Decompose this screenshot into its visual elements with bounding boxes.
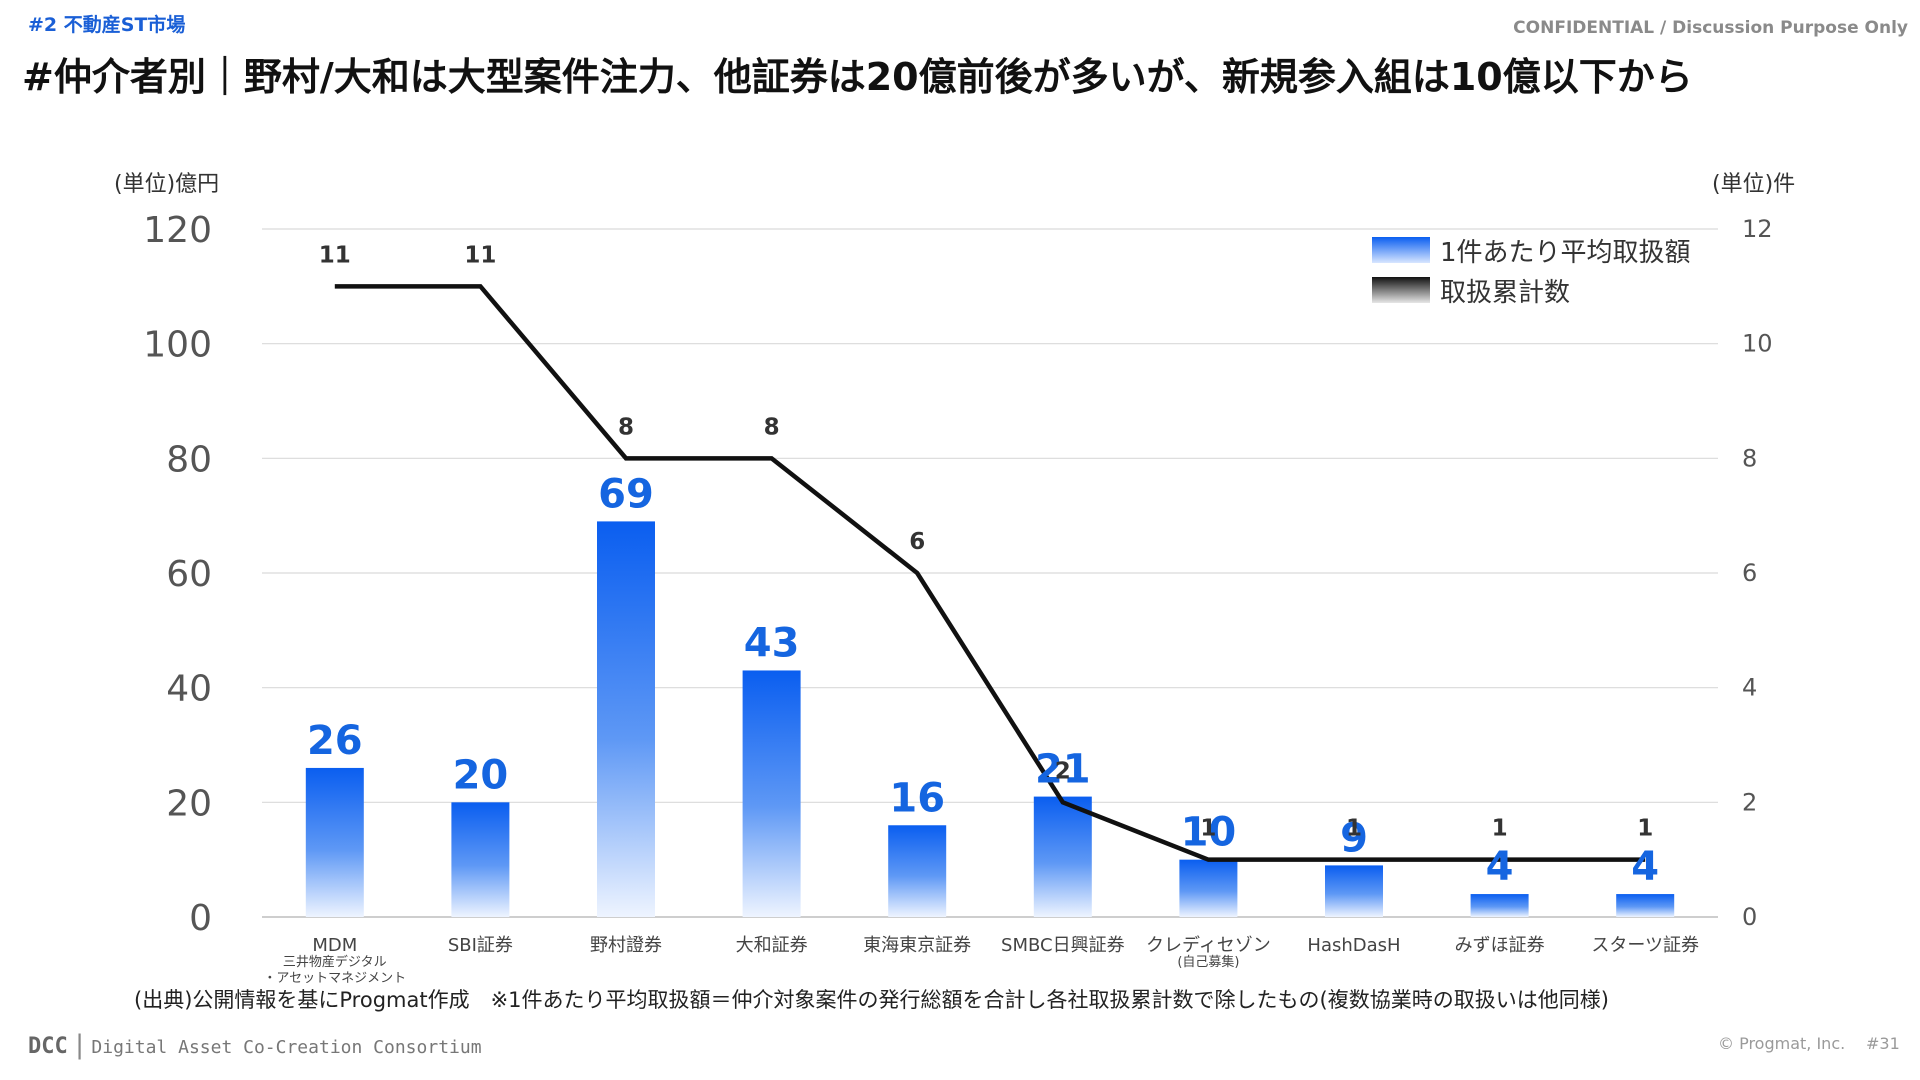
bar	[305, 767, 364, 917]
bar-value-label: 16	[889, 775, 945, 821]
y-left-tick-label: 120	[143, 210, 212, 251]
bar	[1616, 894, 1675, 917]
bar-value-label: 9	[1340, 815, 1368, 861]
y-left-tick-label: 20	[166, 783, 212, 824]
bar	[597, 521, 655, 917]
y-right-tick-label: 10	[1742, 330, 1773, 358]
section-tag: #2 不動産ST市場	[28, 14, 186, 36]
line-value-label: 8	[764, 414, 780, 440]
bar-value-label: 69	[598, 471, 654, 517]
line-value-label: 8	[618, 414, 634, 440]
x-category-label: SMBC日興証券	[1001, 935, 1125, 956]
page-title: #仲介者別｜野村/大和は大型案件注力、他証券は20億前後が多いが、新規参入組は1…	[22, 55, 1693, 99]
line-value-label: 6	[909, 529, 925, 555]
bar	[888, 825, 947, 917]
line-value-label: 11	[464, 242, 496, 268]
y-right-tick-label: 2	[1742, 788, 1757, 816]
chart-legend: 1件あたり平均取扱額 取扱累計数	[1372, 230, 1691, 310]
consortium-name: Digital Asset Co-Creation Consortium	[91, 1037, 482, 1058]
bar-value-label: 43	[744, 620, 800, 666]
legend-item-bar: 1件あたり平均取扱額	[1372, 230, 1691, 270]
line-value-label: 1	[1492, 816, 1508, 842]
legend-label-line: 取扱累計数	[1440, 277, 1571, 308]
x-category-label: SBI証券	[448, 935, 513, 956]
x-category-label: HashDasH	[1307, 935, 1400, 956]
x-category-sublabel: ・アセットマネジメント	[263, 971, 406, 986]
line-value-label: 1	[1637, 816, 1653, 842]
line-value-label: 11	[319, 242, 351, 268]
x-category-label: 東海東京証券	[863, 935, 971, 956]
x-category-label: クレディセゾン	[1146, 935, 1271, 956]
y-left-tick-label: 40	[166, 669, 212, 710]
bar-value-label: 10	[1181, 810, 1237, 856]
bar-value-label: 21	[1035, 747, 1091, 793]
x-category-sublabel: 三井物産デジタル	[283, 954, 387, 970]
bar	[451, 802, 510, 917]
y-right-tick-label: 4	[1742, 674, 1757, 702]
y-right-tick-label: 8	[1742, 444, 1757, 472]
page-number: #31	[1866, 1034, 1900, 1053]
bar-value-label: 20	[453, 752, 509, 798]
x-category-sublabel: (自己募集)	[1177, 954, 1239, 970]
right-axis-unit: (単位)件	[1712, 172, 1796, 197]
dcc-logo: DCC	[28, 1034, 68, 1059]
count-line	[334, 284, 1646, 862]
bar	[742, 670, 801, 917]
y-left-tick-label: 80	[166, 439, 212, 480]
y-right-tick-label: 6	[1742, 559, 1757, 587]
source-note: (出典)公開情報を基にProgmat作成 ※1件あたり平均取扱額＝仲介対象案件の…	[134, 988, 1609, 1012]
x-category-label: MDM	[312, 935, 357, 956]
bar-value-label: 4	[1486, 844, 1514, 890]
legend-swatch-line	[1372, 277, 1430, 303]
legend-label-bar: 1件あたり平均取扱額	[1440, 237, 1691, 268]
line-value-label: 1	[1346, 816, 1362, 842]
y-left-tick-label: 100	[143, 325, 212, 366]
x-category-label: みずほ証券	[1455, 935, 1545, 956]
bar	[1033, 796, 1092, 917]
bar-value-label: 26	[307, 718, 363, 764]
bar	[1179, 859, 1238, 917]
y-left-tick-label: 60	[166, 554, 212, 595]
line-value-label: 2	[1055, 758, 1071, 784]
x-category-label: 野村證券	[590, 935, 662, 956]
y-right-tick-label: 0	[1742, 903, 1757, 931]
legend-swatch-bar	[1372, 237, 1430, 263]
legend-item-line: 取扱累計数	[1372, 270, 1691, 310]
bar	[1470, 894, 1529, 917]
copyright: © Progmat, Inc.	[1718, 1034, 1846, 1053]
bar-value-label: 4	[1631, 844, 1659, 890]
x-category-label: スターツ証券	[1591, 935, 1699, 956]
bar	[1325, 865, 1383, 917]
line-value-label: 1	[1200, 816, 1216, 842]
y-left-tick-label: 0	[189, 898, 212, 939]
y-right-tick-label: 12	[1742, 215, 1773, 243]
footer-logo: DCC | Digital Asset Co-Creation Consortium	[28, 1030, 482, 1060]
x-category-label: 大和証券	[736, 935, 808, 956]
left-axis-unit: (単位)億円	[114, 172, 220, 197]
confidential-label: CONFIDENTIAL / Discussion Purpose Only	[1513, 18, 1908, 38]
